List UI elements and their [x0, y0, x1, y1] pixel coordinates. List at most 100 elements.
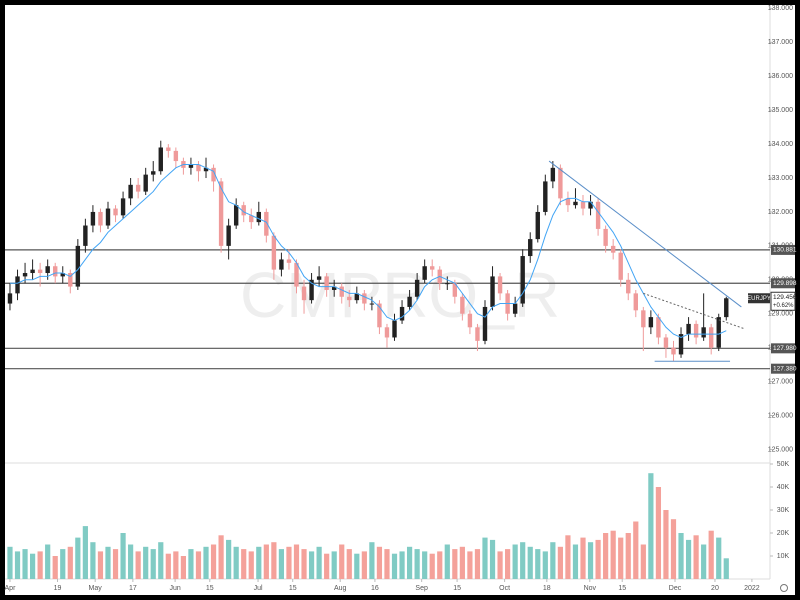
- candle-body: [528, 239, 533, 257]
- volume-bar: [708, 530, 714, 579]
- candle-body: [241, 205, 246, 216]
- candle-body: [218, 181, 224, 246]
- volume-bar: [271, 542, 277, 579]
- volume-bar: [173, 551, 179, 579]
- candle-body: [535, 211, 540, 240]
- candle-body: [37, 269, 43, 274]
- candle-body: [716, 317, 721, 348]
- candle-body: [203, 167, 209, 172]
- candle-body: [30, 269, 35, 274]
- candle-body: [520, 256, 525, 304]
- volume-bar: [376, 546, 383, 579]
- x-tick-label: Nov: [584, 585, 597, 592]
- candle-body: [226, 225, 231, 246]
- volume-bar: [384, 549, 390, 579]
- volume-bar: [22, 549, 28, 579]
- volume-bar: [663, 510, 669, 579]
- settings-icon[interactable]: [780, 584, 788, 592]
- x-tick-label: Dec: [669, 585, 682, 592]
- candle-body: [595, 201, 601, 229]
- candle-body: [249, 215, 254, 223]
- candle-body: [384, 327, 390, 338]
- volume-bar: [143, 546, 149, 579]
- volume-bar: [278, 549, 285, 579]
- level-tag: [771, 343, 795, 354]
- x-tick-label: Oct: [499, 585, 510, 592]
- change-label: +0.62%: [773, 303, 794, 309]
- volume-bar: [316, 546, 322, 579]
- volume-bar: [188, 549, 194, 579]
- x-tick-label: 15: [453, 585, 461, 592]
- volume-bar: [535, 549, 541, 579]
- trendline: [548, 160, 742, 308]
- candle-body: [663, 337, 669, 348]
- volume-bar: [422, 551, 428, 579]
- volume-bar: [429, 553, 435, 579]
- candle-body: [286, 259, 292, 263]
- candle-body: [264, 211, 269, 236]
- volume-bar: [557, 546, 563, 579]
- volume-bar: [90, 542, 96, 579]
- volume-bar: [67, 546, 73, 579]
- volume-bar: [505, 549, 511, 579]
- volume-bar: [685, 539, 692, 579]
- candle-body: [573, 201, 578, 206]
- volume-bar: [308, 551, 315, 579]
- x-tick-label: May: [89, 585, 103, 592]
- x-tick-label: 16: [371, 585, 379, 592]
- candle-body: [460, 296, 465, 314]
- volume-bar: [369, 542, 375, 579]
- x-tick-label: 15: [618, 585, 626, 592]
- candle-body: [686, 323, 691, 335]
- candle-body: [512, 303, 518, 314]
- level-label: 127.980: [773, 345, 797, 352]
- candle-body: [233, 205, 239, 226]
- volume-bar: [655, 487, 662, 579]
- volume-bar: [218, 535, 224, 579]
- x-tick-label: Aug: [334, 585, 347, 592]
- volume-bar: [112, 549, 119, 579]
- volume-bar: [135, 551, 141, 579]
- candle-body: [105, 208, 111, 226]
- volume-bar: [625, 533, 631, 579]
- x-tick-label: Sep: [415, 585, 428, 592]
- candle-body: [708, 327, 714, 348]
- volume-bar: [361, 551, 367, 579]
- v-tick-label: 40K: [777, 484, 790, 491]
- x-tick-label: 15: [289, 585, 297, 592]
- candle-body: [580, 201, 586, 209]
- level-tag: [771, 278, 795, 289]
- volume-bar: [723, 558, 729, 579]
- candle-body: [678, 334, 684, 355]
- y-tick-label: 134.000: [768, 141, 793, 148]
- candle-body: [135, 184, 141, 192]
- volume-bar: [105, 546, 111, 579]
- candle-body: [422, 266, 427, 280]
- x-tick-label: 2022: [744, 585, 760, 592]
- candle-body: [377, 303, 382, 328]
- level-tag: [771, 244, 795, 255]
- candle-body: [724, 298, 729, 318]
- candle-body: [490, 276, 495, 307]
- candle-body: [173, 150, 179, 162]
- volume-bar: [29, 553, 36, 579]
- candle-body: [15, 276, 20, 294]
- volume-bar: [406, 546, 413, 579]
- y-tick-label: 136.000: [768, 73, 793, 80]
- volume-bar: [670, 519, 677, 579]
- candle-body: [414, 279, 420, 297]
- y-tick-label: 138.000: [768, 5, 793, 12]
- volume-bar: [512, 544, 518, 579]
- y-tick-label: 132.000: [768, 209, 793, 216]
- volume-bar: [263, 544, 269, 579]
- candle-body: [603, 228, 608, 246]
- volume-bar: [226, 539, 232, 579]
- volume-bar: [437, 551, 443, 579]
- volume-bar: [580, 537, 586, 579]
- volume-bar: [180, 556, 186, 579]
- x-tick-label: 15: [206, 585, 214, 592]
- volume-bar: [467, 551, 473, 579]
- volume-bar: [648, 473, 654, 579]
- candle-body: [633, 293, 638, 311]
- candle-body: [301, 286, 307, 301]
